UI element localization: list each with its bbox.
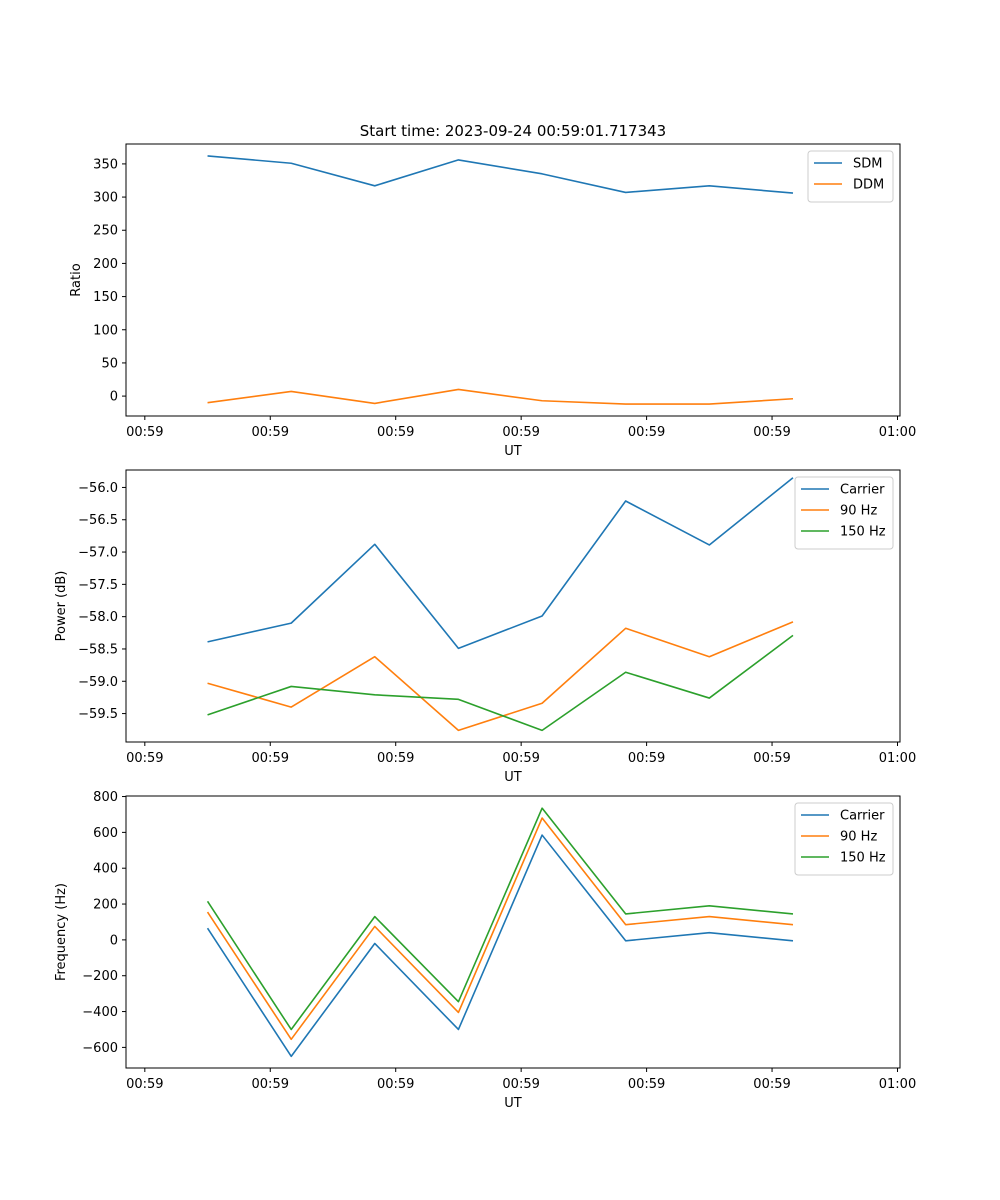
y-tick-label: −200 bbox=[82, 969, 118, 984]
y-tick-label: 200 bbox=[93, 257, 118, 272]
series-line-90-hz bbox=[206, 817, 794, 1041]
y-axis-label: Frequency (Hz) bbox=[54, 883, 69, 981]
panels: 00:59 00:59 00:59 00:59 00:59 00:59 01:00 0 50 10… bbox=[54, 122, 916, 1111]
y-tick-label: −59.5 bbox=[78, 707, 118, 722]
x-axis-label: UT bbox=[504, 770, 522, 785]
y-tick-label: 150 bbox=[93, 290, 118, 305]
series-line-150-hz bbox=[207, 634, 794, 732]
x-tick-label: 00:59 bbox=[628, 425, 665, 440]
y-tick-label: 200 bbox=[93, 898, 118, 913]
axes-frame bbox=[125, 795, 901, 1069]
legend-label: 150 Hz bbox=[840, 525, 886, 540]
legend-label: 90 Hz bbox=[840, 504, 877, 519]
axes-frame bbox=[125, 143, 901, 417]
x-tick-label: 00:59 bbox=[628, 1077, 665, 1092]
y-tick-label: 0 bbox=[110, 933, 118, 948]
legend-label: DDM bbox=[853, 178, 884, 193]
axes-frame bbox=[125, 469, 901, 743]
y-tick-label: −58.0 bbox=[78, 610, 118, 625]
y-tick-label: −56.5 bbox=[78, 513, 118, 528]
x-tick-label: 00:59 bbox=[252, 751, 289, 766]
x-axis-label: UT bbox=[504, 444, 522, 459]
chart-panel-3: 00:59 00:59 00:59 00:59 00:59 00:59 01:00 −600 −… bbox=[54, 790, 916, 1111]
chart-panel-2: 00:59 00:59 00:59 00:59 00:59 00:59 01:00 −59.5… bbox=[54, 469, 916, 785]
series-line-ddm bbox=[207, 388, 794, 405]
x-tick-label: 00:59 bbox=[753, 751, 790, 766]
x-axis-label: UT bbox=[504, 1096, 522, 1111]
legend: Carrier 90 Hz 150 Hz bbox=[794, 802, 894, 876]
y-tick-label: −59.0 bbox=[78, 675, 118, 690]
y-tick-label: 100 bbox=[93, 323, 118, 338]
x-tick-label: 00:59 bbox=[126, 425, 163, 440]
series-line-sdm bbox=[207, 155, 794, 194]
x-tick-label: 00:59 bbox=[377, 751, 414, 766]
y-axis-label: Ratio bbox=[69, 263, 84, 296]
legend-label: Carrier bbox=[840, 809, 885, 824]
legend-label: SDM bbox=[853, 157, 882, 172]
x-tick-label: 00:59 bbox=[377, 1077, 414, 1092]
series-line-90-hz bbox=[207, 621, 794, 732]
x-tick-label: 00:59 bbox=[628, 751, 665, 766]
chart-panel-1: 00:59 00:59 00:59 00:59 00:59 00:59 01:00 0 50 10… bbox=[69, 122, 916, 459]
y-tick-label: 600 bbox=[93, 826, 118, 841]
legend-label: Carrier bbox=[840, 483, 885, 498]
y-axis-label: Power (dB) bbox=[54, 571, 69, 642]
legend: Carrier 90 Hz 150 Hz bbox=[794, 476, 894, 550]
legend-label: 150 Hz bbox=[840, 851, 886, 866]
x-tick-label: 01:00 bbox=[879, 425, 916, 440]
y-tick-label: 400 bbox=[93, 862, 118, 877]
y-tick-label: 250 bbox=[93, 224, 118, 239]
chart-title: Start time: 2023-09-24 00:59:01.717343 bbox=[360, 122, 666, 140]
series-line-carrier bbox=[206, 834, 794, 1058]
x-tick-label: 00:59 bbox=[753, 425, 790, 440]
x-tick-label: 00:59 bbox=[753, 1077, 790, 1092]
y-tick-label: 300 bbox=[93, 191, 118, 206]
y-tick-label: 0 bbox=[110, 390, 118, 405]
y-tick-label: −600 bbox=[82, 1041, 118, 1056]
x-tick-label: 01:00 bbox=[879, 1077, 916, 1092]
y-tick-label: −57.0 bbox=[78, 546, 118, 561]
legend-label: 90 Hz bbox=[840, 830, 877, 845]
x-tick-label: 00:59 bbox=[126, 1077, 163, 1092]
y-tick-label: 350 bbox=[93, 157, 118, 172]
x-tick-label: 00:59 bbox=[126, 751, 163, 766]
series-line-150-hz bbox=[206, 807, 794, 1031]
y-tick-label: 50 bbox=[101, 356, 118, 371]
legend: SDM DDM bbox=[807, 150, 894, 203]
y-tick-label: −56.0 bbox=[78, 481, 118, 496]
y-tick-label: −57.5 bbox=[78, 578, 118, 593]
y-tick-label: −400 bbox=[82, 1005, 118, 1020]
x-tick-label: 00:59 bbox=[252, 425, 289, 440]
x-tick-label: 00:59 bbox=[502, 1077, 539, 1092]
series-line-carrier bbox=[207, 477, 794, 650]
x-tick-label: 00:59 bbox=[377, 425, 414, 440]
y-tick-label: 800 bbox=[93, 790, 118, 805]
x-tick-label: 00:59 bbox=[502, 425, 539, 440]
y-tick-label: −58.5 bbox=[78, 642, 118, 657]
x-tick-label: 00:59 bbox=[502, 751, 539, 766]
x-tick-label: 01:00 bbox=[879, 751, 916, 766]
x-tick-label: 00:59 bbox=[252, 1077, 289, 1092]
